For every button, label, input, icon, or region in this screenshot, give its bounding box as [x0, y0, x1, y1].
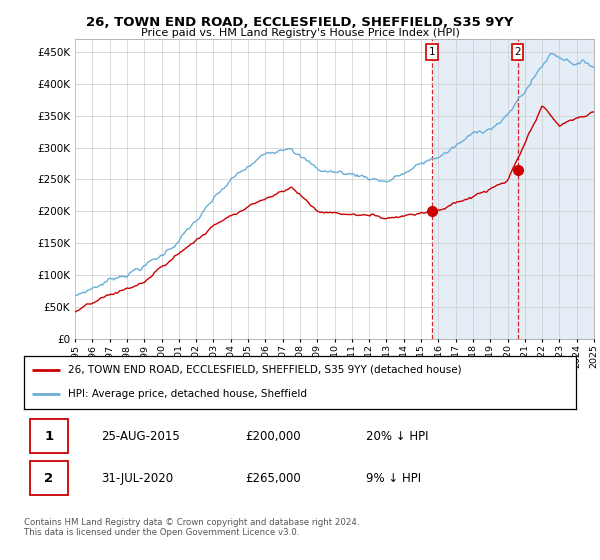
Text: 31-JUL-2020: 31-JUL-2020	[101, 472, 173, 485]
Text: Contains HM Land Registry data © Crown copyright and database right 2024.
This d: Contains HM Land Registry data © Crown c…	[24, 518, 359, 538]
Text: 1: 1	[429, 47, 436, 57]
Text: 26, TOWN END ROAD, ECCLESFIELD, SHEFFIELD, S35 9YY (detached house): 26, TOWN END ROAD, ECCLESFIELD, SHEFFIEL…	[68, 365, 462, 375]
Text: 1: 1	[44, 430, 53, 443]
Text: 2: 2	[44, 472, 53, 485]
Text: HPI: Average price, detached house, Sheffield: HPI: Average price, detached house, Shef…	[68, 389, 307, 399]
Text: Price paid vs. HM Land Registry's House Price Index (HPI): Price paid vs. HM Land Registry's House …	[140, 28, 460, 38]
Text: 26, TOWN END ROAD, ECCLESFIELD, SHEFFIELD, S35 9YY: 26, TOWN END ROAD, ECCLESFIELD, SHEFFIEL…	[86, 16, 514, 29]
FancyBboxPatch shape	[29, 419, 68, 453]
FancyBboxPatch shape	[29, 461, 68, 495]
Text: 2: 2	[514, 47, 521, 57]
Text: £265,000: £265,000	[245, 472, 301, 485]
Text: 20% ↓ HPI: 20% ↓ HPI	[366, 430, 429, 443]
Text: 9% ↓ HPI: 9% ↓ HPI	[366, 472, 421, 485]
Text: £200,000: £200,000	[245, 430, 301, 443]
Text: 25-AUG-2015: 25-AUG-2015	[101, 430, 180, 443]
